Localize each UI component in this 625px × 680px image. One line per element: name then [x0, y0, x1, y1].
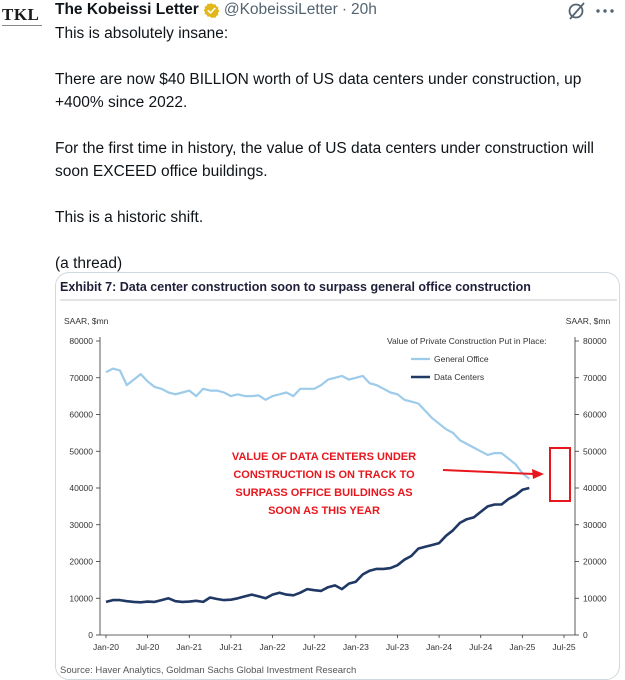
y-tick-label-left: 60000	[69, 410, 93, 420]
avatar-logo-text: TKL	[2, 5, 40, 24]
y-axis-label-right: SAAR, $mn	[566, 316, 611, 326]
tweet-line: This is a historic shift.	[55, 209, 204, 226]
x-tick-label: Jul-25	[552, 642, 575, 652]
y-tick-label-left: 30000	[69, 520, 93, 530]
y-tick-label-right: 40000	[583, 483, 607, 493]
x-tick-label: Jul-24	[469, 642, 492, 652]
x-tick-label: Jan-23	[343, 642, 369, 652]
y-tick-label-left: 40000	[69, 483, 93, 493]
series-line-data-centers	[105, 486, 530, 604]
x-tick-label: Jul-22	[303, 642, 326, 652]
x-tick-label: Jan-24	[426, 642, 452, 652]
avatar[interactable]: TKL	[2, 6, 46, 34]
avatar-underline	[2, 25, 42, 28]
verified-badge-icon	[203, 2, 220, 18]
timestamp[interactable]: 20h	[350, 1, 377, 18]
x-tick-label: Jan-22	[260, 642, 286, 652]
more-icon[interactable]	[596, 9, 614, 13]
y-tick-label-right: 70000	[583, 373, 607, 383]
x-tick-label: Jul-21	[219, 642, 242, 652]
x-tick-label: Jan-20	[93, 642, 119, 652]
annotation-highlight-box	[549, 447, 571, 502]
y-tick-label-right: 20000	[583, 557, 607, 567]
tweet-line: This is absolutely insane:	[55, 25, 229, 42]
y-tick-label-right: 50000	[583, 446, 607, 456]
annotation-text: SOON AS THIS YEAR	[268, 505, 380, 517]
tweet-header: The Kobeissi Letter @KobeissiLetter · 20…	[55, 0, 377, 20]
x-tick-label: Jul-20	[136, 642, 159, 652]
series-line-general-office	[105, 367, 530, 480]
annotation-arrow-head	[532, 469, 544, 479]
legend-label: General Office	[434, 354, 489, 364]
legend-title: Value of Private Construction Put in Pla…	[387, 336, 547, 346]
tweet-text: This is absolutely insane: There are now…	[55, 22, 620, 275]
y-tick-label-left: 10000	[69, 593, 93, 603]
y-tick-label-right: 80000	[583, 336, 607, 346]
y-tick-label-left: 80000	[69, 336, 93, 346]
y-tick-label-left: 50000	[69, 446, 93, 456]
tweet-line: (a thread)	[55, 255, 123, 272]
chart-title: Exhibit 7: Data center construction soon…	[60, 280, 531, 294]
y-tick-label-right: 30000	[583, 520, 607, 530]
x-tick-label: Jan-21	[176, 642, 202, 652]
legend-label: Data Centers	[434, 372, 484, 382]
y-tick-label-left: 70000	[69, 373, 93, 383]
grok-icon[interactable]	[566, 1, 588, 21]
y-axis-label-left: SAAR, $mn	[64, 316, 109, 326]
annotation-arrow-shaft	[442, 469, 535, 475]
author-name[interactable]: The Kobeissi Letter	[55, 1, 199, 18]
chart-source: Source: Haver Analytics, Goldman Sachs G…	[60, 665, 356, 676]
y-tick-label-left: 0	[88, 630, 93, 640]
x-tick-label: Jul-23	[386, 642, 409, 652]
y-tick-label-left: 20000	[69, 557, 93, 567]
y-tick-label-right: 60000	[583, 410, 607, 420]
author-handle[interactable]: @KobeissiLetter	[223, 1, 338, 18]
y-tick-label-right: 0	[583, 630, 588, 640]
tweet-media-chart[interactable]: Exhibit 7: Data center construction soon…	[55, 272, 620, 680]
tweet-line: There are now $40 BILLION worth of US da…	[55, 71, 582, 111]
x-tick-label: Jan-25	[509, 642, 535, 652]
annotation-text: VALUE OF DATA CENTERS UNDER	[232, 451, 416, 463]
annotation-text: CONSTRUCTION IS ON TRACK TO	[233, 469, 415, 481]
chart-svg: Exhibit 7: Data center construction soon…	[60, 280, 617, 676]
separator-dot: ·	[341, 1, 347, 18]
tweet-line: For the first time in history, the value…	[55, 140, 595, 180]
y-tick-label-right: 10000	[583, 593, 607, 603]
annotation-text: SURPASS OFFICE BUILDINGS AS	[235, 487, 412, 499]
